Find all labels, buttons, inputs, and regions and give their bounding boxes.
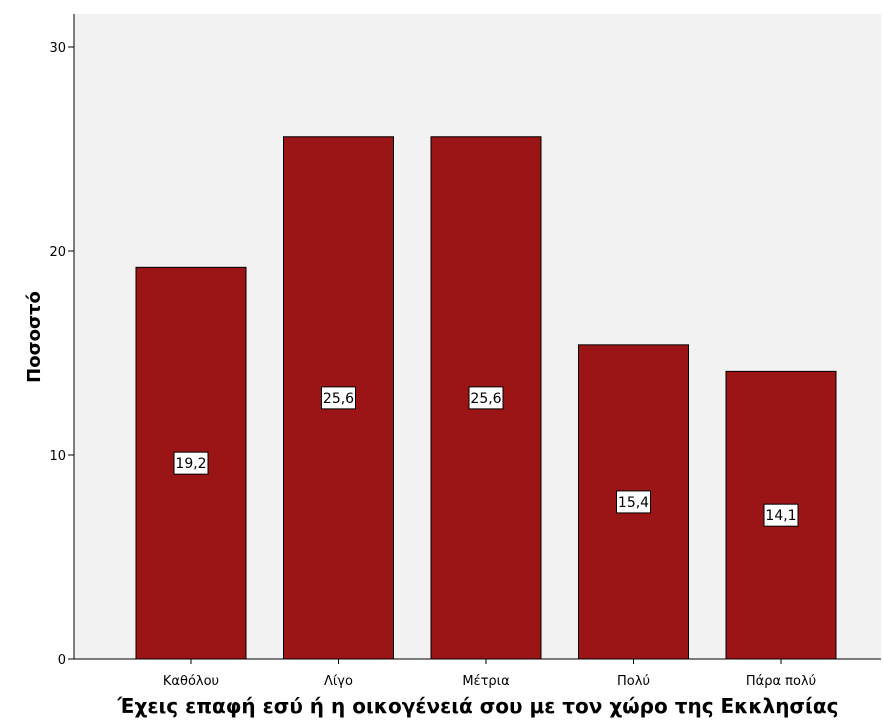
- y-tick-label: 30: [49, 41, 66, 56]
- data-label-box: [616, 490, 651, 514]
- y-ticks-group: 0 10 20 30: [49, 41, 74, 668]
- data-label: 15,4: [618, 495, 649, 511]
- y-axis-title: Ποσοστό: [24, 291, 45, 383]
- data-label: 19,2: [175, 456, 206, 472]
- data-label-box: [763, 503, 799, 527]
- x-axis-title: Έχεις επαφή εσύ ή η οικογένειά σου με το…: [117, 694, 839, 718]
- data-label-box: [173, 451, 209, 475]
- x-ticks-group: Καθόλου Λίγο Μέτρια Πολύ Πάρα πολύ: [163, 659, 816, 689]
- data-label: 25,6: [323, 391, 354, 407]
- data-labels-group: 19,2 25,6 25,6 15,4 14,1: [173, 386, 799, 527]
- x-tick-label: Μέτρια: [462, 674, 509, 689]
- y-tick-label: 20: [49, 245, 66, 260]
- x-tick-label: Λίγο: [324, 674, 353, 689]
- data-label: 25,6: [470, 391, 501, 407]
- x-tick-label: Πολύ: [617, 674, 650, 689]
- y-tick-label: 10: [49, 449, 66, 464]
- x-tick-label: Πάρα πολύ: [746, 674, 816, 689]
- y-tick-label: 0: [58, 653, 66, 668]
- data-label: 14,1: [765, 508, 796, 524]
- data-label-box: [321, 386, 356, 410]
- data-label-box: [468, 386, 504, 410]
- x-tick-label: Καθόλου: [163, 674, 219, 689]
